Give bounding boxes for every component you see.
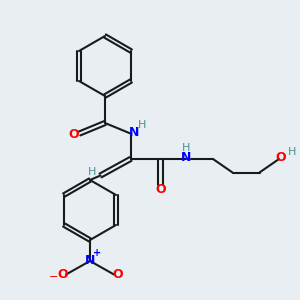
Text: H: H [182, 142, 190, 153]
Text: N: N [85, 254, 95, 268]
Text: H: H [138, 120, 146, 130]
Text: N: N [181, 151, 191, 164]
Text: H: H [287, 147, 296, 158]
Text: O: O [112, 268, 123, 281]
Text: +: + [92, 248, 101, 259]
Text: N: N [129, 125, 140, 139]
Text: O: O [155, 183, 166, 196]
Text: O: O [57, 268, 68, 281]
Text: −: − [49, 272, 58, 282]
Text: H: H [88, 167, 96, 177]
Text: O: O [275, 151, 286, 164]
Text: O: O [69, 128, 80, 142]
